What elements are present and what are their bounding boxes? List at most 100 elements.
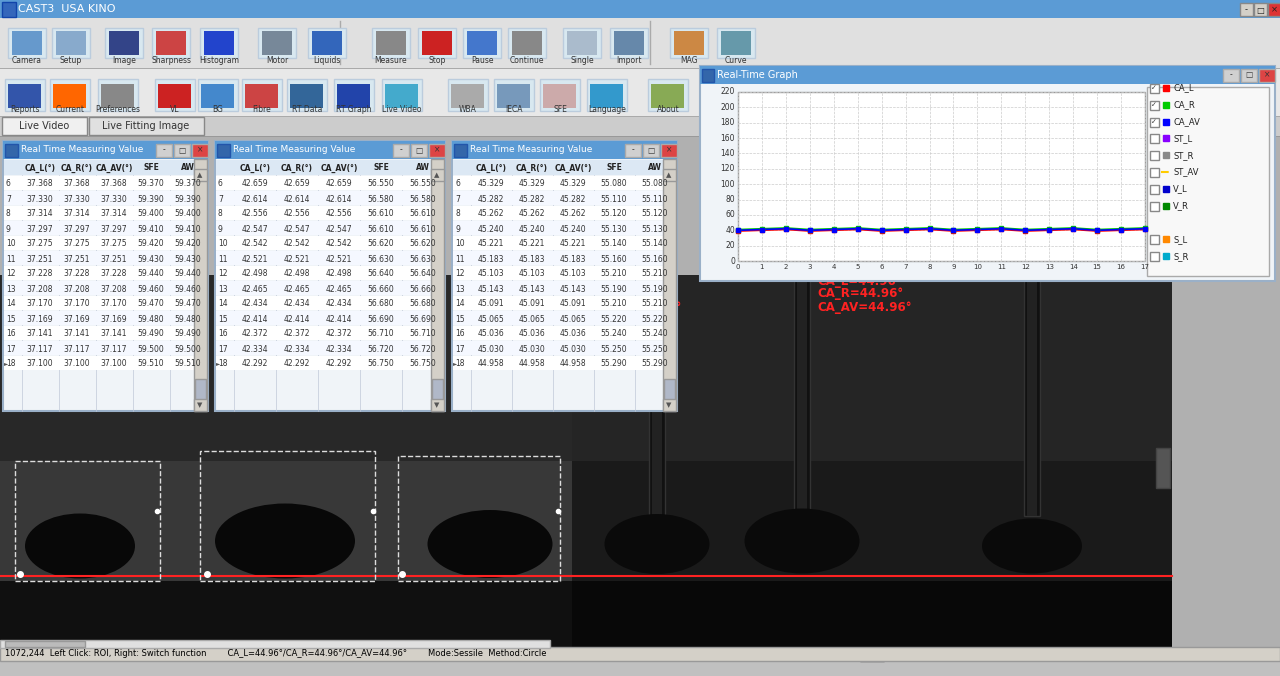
Text: 45.221: 45.221: [559, 239, 586, 249]
Bar: [5, 79, 45, 111]
Bar: [262, 31, 292, 55]
Bar: [1242, 69, 1257, 82]
Bar: [739, 92, 1146, 261]
Bar: [700, 66, 1275, 281]
Bar: [648, 79, 689, 111]
Bar: [393, 144, 410, 157]
Text: □: □: [648, 145, 654, 155]
Text: 42.547: 42.547: [242, 224, 269, 233]
Text: 44.958: 44.958: [518, 360, 545, 368]
Text: 42.292: 42.292: [326, 360, 352, 368]
Text: Real Time Measuring Value: Real Time Measuring Value: [233, 145, 356, 155]
Ellipse shape: [27, 516, 133, 576]
Text: Single: Single: [570, 56, 594, 65]
Text: 45.183: 45.183: [518, 254, 545, 264]
Bar: [422, 31, 452, 55]
Text: 42.547: 42.547: [325, 224, 352, 233]
Text: 56.640: 56.640: [367, 270, 394, 279]
Text: WBA: WBA: [460, 105, 477, 114]
Bar: [204, 31, 234, 55]
Ellipse shape: [428, 510, 553, 578]
Bar: [308, 28, 346, 58]
Text: 7: 7: [6, 195, 10, 203]
Text: 56.680: 56.680: [410, 299, 436, 308]
Bar: [99, 79, 138, 111]
Text: CA_L=42.29°: CA_L=42.29°: [588, 274, 671, 287]
Bar: [398, 456, 561, 581]
Bar: [453, 356, 663, 370]
Bar: [195, 379, 206, 409]
Text: About: About: [657, 105, 680, 114]
Bar: [174, 144, 189, 157]
Text: 56.610: 56.610: [367, 210, 394, 218]
Text: IECA: IECA: [506, 105, 522, 114]
Bar: [192, 144, 207, 157]
Text: -: -: [163, 145, 165, 155]
Text: 56.710: 56.710: [410, 329, 436, 339]
Text: 11: 11: [997, 264, 1006, 270]
Text: 45.103: 45.103: [559, 270, 586, 279]
Text: 42.614: 42.614: [325, 195, 352, 203]
Bar: [0, 0, 1280, 18]
Bar: [312, 31, 342, 55]
Bar: [1240, 3, 1253, 16]
Bar: [1149, 252, 1158, 261]
Ellipse shape: [215, 504, 355, 579]
Text: 59.410: 59.410: [138, 224, 164, 233]
Text: 56.610: 56.610: [410, 210, 436, 218]
Text: 56.720: 56.720: [367, 345, 394, 354]
Text: 2: 2: [783, 264, 788, 270]
Text: 42.521: 42.521: [284, 254, 310, 264]
Text: CA_R=44.96°: CA_R=44.96°: [817, 287, 904, 301]
Bar: [381, 79, 422, 111]
Text: 37.297: 37.297: [27, 224, 54, 233]
Text: 15: 15: [1093, 264, 1102, 270]
Bar: [1149, 201, 1158, 211]
Text: ►: ►: [4, 362, 8, 366]
Text: Real Time Measuring Value: Real Time Measuring Value: [20, 145, 143, 155]
Text: ✓: ✓: [1151, 102, 1157, 107]
Text: 220: 220: [721, 87, 735, 97]
Text: 45.329: 45.329: [559, 180, 586, 189]
Text: 80: 80: [726, 195, 735, 204]
Bar: [0, 461, 572, 661]
Bar: [572, 275, 1172, 661]
Bar: [4, 191, 195, 205]
Text: 140: 140: [721, 149, 735, 158]
Text: ×: ×: [434, 145, 440, 155]
Text: 59.460: 59.460: [174, 285, 201, 293]
Text: 42.465: 42.465: [284, 285, 310, 293]
Bar: [4, 266, 195, 280]
Text: 59.480: 59.480: [174, 314, 201, 324]
Bar: [3, 2, 15, 17]
Bar: [448, 79, 488, 111]
Text: 42.334: 42.334: [325, 345, 352, 354]
Bar: [4, 281, 195, 295]
Bar: [1254, 3, 1267, 16]
Text: 56.690: 56.690: [367, 314, 394, 324]
Text: 37.330: 37.330: [101, 195, 128, 203]
Text: 45.065: 45.065: [559, 314, 586, 324]
Bar: [105, 28, 143, 58]
Text: 37.330: 37.330: [27, 195, 54, 203]
Text: CA_R: CA_R: [1172, 100, 1194, 110]
Bar: [8, 84, 41, 108]
Bar: [452, 141, 677, 159]
Text: ▲: ▲: [197, 172, 202, 178]
Bar: [652, 84, 684, 108]
Text: 100: 100: [721, 180, 735, 189]
Text: 55.210: 55.210: [600, 299, 627, 308]
Bar: [512, 31, 541, 55]
Bar: [419, 28, 456, 58]
Text: 55.290: 55.290: [600, 360, 627, 368]
Bar: [453, 266, 663, 280]
Bar: [3, 141, 207, 159]
Bar: [216, 341, 431, 355]
Bar: [1149, 101, 1158, 110]
Text: 59.400: 59.400: [174, 210, 201, 218]
Text: 42.614: 42.614: [242, 195, 269, 203]
Bar: [431, 399, 444, 411]
Text: 42.498: 42.498: [284, 270, 310, 279]
Bar: [216, 296, 431, 310]
Bar: [411, 144, 428, 157]
